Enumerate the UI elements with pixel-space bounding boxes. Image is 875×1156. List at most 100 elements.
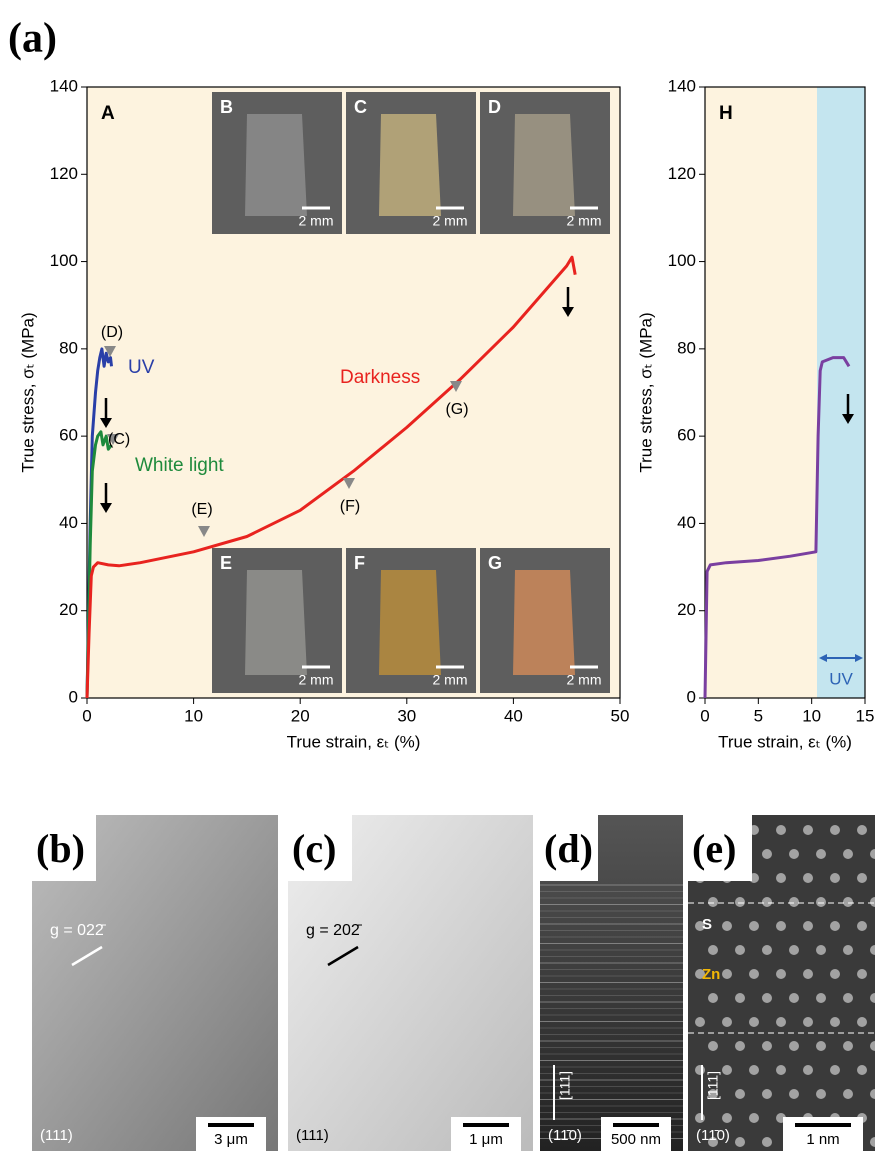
atom-column [803, 1065, 813, 1075]
atom-column [762, 1137, 772, 1147]
atom-column [749, 969, 759, 979]
scale-label: 2 mm [433, 672, 468, 688]
atom-column [830, 1017, 840, 1027]
atom-column [749, 1017, 759, 1027]
atom-column [749, 921, 759, 931]
y-tick-label: 120 [50, 164, 78, 183]
x-tick-label: 0 [700, 706, 709, 725]
atom-column [857, 1017, 867, 1027]
g-vector: g = 022̄ [50, 922, 107, 939]
scale-label: 1 μm [469, 1131, 503, 1148]
atom-column [830, 873, 840, 883]
x-tick-label: 15 [856, 706, 875, 725]
atom-column [762, 1041, 772, 1051]
scale-label: 2 mm [299, 213, 334, 229]
atom-column [749, 1065, 759, 1075]
figure-label: (a) [8, 16, 57, 62]
x-axis-label: True strain, εₜ (%) [287, 732, 421, 751]
atom-column [735, 945, 745, 955]
atom-column [830, 921, 840, 931]
atom-column [695, 1113, 705, 1123]
annotation: (C) [108, 431, 130, 448]
crystal [379, 570, 441, 675]
atom-column [722, 969, 732, 979]
x-tick-label: 0 [82, 706, 91, 725]
plane-label: (11̄0) [548, 1127, 582, 1144]
panel-label: A [101, 103, 115, 124]
atom-column [762, 993, 772, 1003]
plane-label: (111) [40, 1127, 73, 1144]
y-tick-label: 60 [59, 426, 78, 445]
micrograph-label: (b) [36, 826, 85, 871]
atom-column [843, 897, 853, 907]
atom-column [816, 945, 826, 955]
scale-label: 3 μm [214, 1131, 248, 1148]
y-tick-label: 20 [677, 600, 696, 619]
micrograph-label: (d) [544, 826, 593, 871]
annotation: (F) [340, 498, 360, 515]
plane-label: (111) [296, 1127, 329, 1144]
plane-label: (11̄0) [696, 1127, 730, 1144]
g-vector: g = 202̄ [306, 922, 363, 939]
atom-column [776, 969, 786, 979]
atom-column [722, 1113, 732, 1123]
atom-column [695, 1065, 705, 1075]
atom-column [789, 849, 799, 859]
atom-column [857, 1065, 867, 1075]
panel-label: H [719, 103, 733, 124]
atom-column [708, 897, 718, 907]
atom-column [789, 897, 799, 907]
atom-column [816, 849, 826, 859]
uv-label: UV [829, 669, 853, 688]
atom-column [789, 993, 799, 1003]
x-tick-label: 10 [184, 706, 203, 725]
y-tick-label: 40 [677, 513, 696, 532]
atom-column [762, 1089, 772, 1099]
scale-label: 2 mm [299, 672, 334, 688]
atom-column [843, 1041, 853, 1051]
atom-column [843, 1089, 853, 1099]
y-tick-label: 80 [59, 338, 78, 357]
atom-column [803, 1017, 813, 1027]
atom-column [776, 921, 786, 931]
x-tick-label: 5 [754, 706, 763, 725]
scale-label: 500 nm [611, 1131, 661, 1148]
x-axis-label: True strain, εₜ (%) [718, 732, 852, 751]
scale-label: 2 mm [567, 213, 602, 229]
atom-column [722, 921, 732, 931]
uv-region [817, 87, 865, 698]
atom-column [762, 849, 772, 859]
x-tick-label: 20 [291, 706, 310, 725]
series-label: Darkness [340, 367, 420, 388]
direction-label: [111] [557, 1071, 573, 1100]
y-axis-label: True stress, σₜ (MPa) [18, 312, 37, 472]
scale-label: 1 nm [806, 1131, 839, 1148]
photo-label: F [354, 553, 365, 573]
micrograph-label: (e) [692, 826, 736, 871]
atom-column [803, 921, 813, 931]
atom-column [816, 897, 826, 907]
atom-column [830, 1065, 840, 1075]
atom-column [722, 1065, 732, 1075]
y-tick-label: 60 [677, 426, 696, 445]
x-tick-label: 10 [802, 706, 821, 725]
y-tick-label: 140 [50, 76, 78, 95]
atom-column [816, 1041, 826, 1051]
atom-column [735, 1041, 745, 1051]
atom-column [695, 1017, 705, 1027]
atom-column [816, 993, 826, 1003]
atom-column [776, 873, 786, 883]
atom-column [843, 945, 853, 955]
y-tick-label: 80 [677, 338, 696, 357]
crystal [245, 570, 307, 675]
atom-column [762, 945, 772, 955]
atom-column [722, 1017, 732, 1027]
x-tick-label: 50 [611, 706, 630, 725]
crystal [513, 114, 575, 216]
atom-column [735, 897, 745, 907]
atom-column [857, 921, 867, 931]
crystal [379, 114, 441, 216]
crystal [513, 570, 575, 675]
y-tick-label: 0 [687, 687, 696, 706]
figure: (a) 02040608010012014001020304050True st… [0, 0, 875, 1151]
